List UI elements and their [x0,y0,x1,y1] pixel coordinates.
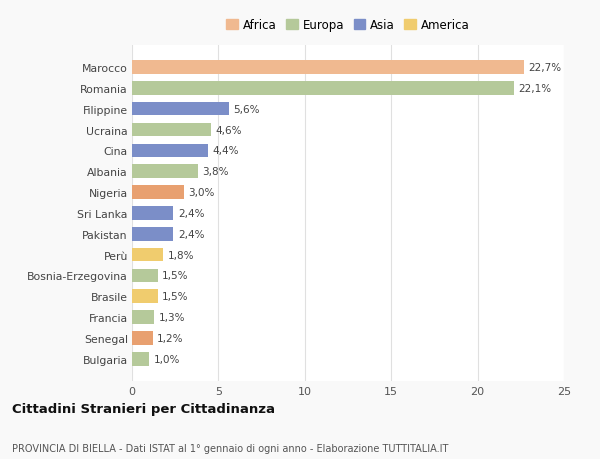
Text: 4,6%: 4,6% [216,125,242,135]
Text: 3,8%: 3,8% [202,167,229,177]
Text: 4,4%: 4,4% [212,146,239,156]
Bar [132,290,158,303]
Text: 1,0%: 1,0% [154,354,180,364]
Text: PROVINCIA DI BIELLA - Dati ISTAT al 1° gennaio di ogni anno - Elaborazione TUTTI: PROVINCIA DI BIELLA - Dati ISTAT al 1° g… [12,443,448,453]
Text: 1,2%: 1,2% [157,333,184,343]
Bar [132,331,153,345]
Bar [132,228,173,241]
Bar [132,248,163,262]
Bar [132,207,173,220]
Text: 22,1%: 22,1% [518,84,551,94]
Bar [132,269,158,283]
Bar [132,165,197,179]
Text: 1,3%: 1,3% [159,313,185,322]
Bar [132,144,208,158]
Bar [132,103,229,116]
Bar [132,186,184,199]
Text: 3,0%: 3,0% [188,188,215,198]
Legend: Africa, Europa, Asia, America: Africa, Europa, Asia, America [221,14,475,37]
Text: 22,7%: 22,7% [529,63,562,73]
Text: 5,6%: 5,6% [233,105,260,114]
Text: 1,8%: 1,8% [167,250,194,260]
Bar [132,82,514,95]
Text: 2,4%: 2,4% [178,208,204,218]
Text: Cittadini Stranieri per Cittadinanza: Cittadini Stranieri per Cittadinanza [12,403,275,415]
Text: 2,4%: 2,4% [178,229,204,239]
Bar [132,311,154,324]
Bar [132,352,149,366]
Bar [132,123,211,137]
Bar [132,61,524,75]
Text: 1,5%: 1,5% [162,291,189,302]
Text: 1,5%: 1,5% [162,271,189,281]
